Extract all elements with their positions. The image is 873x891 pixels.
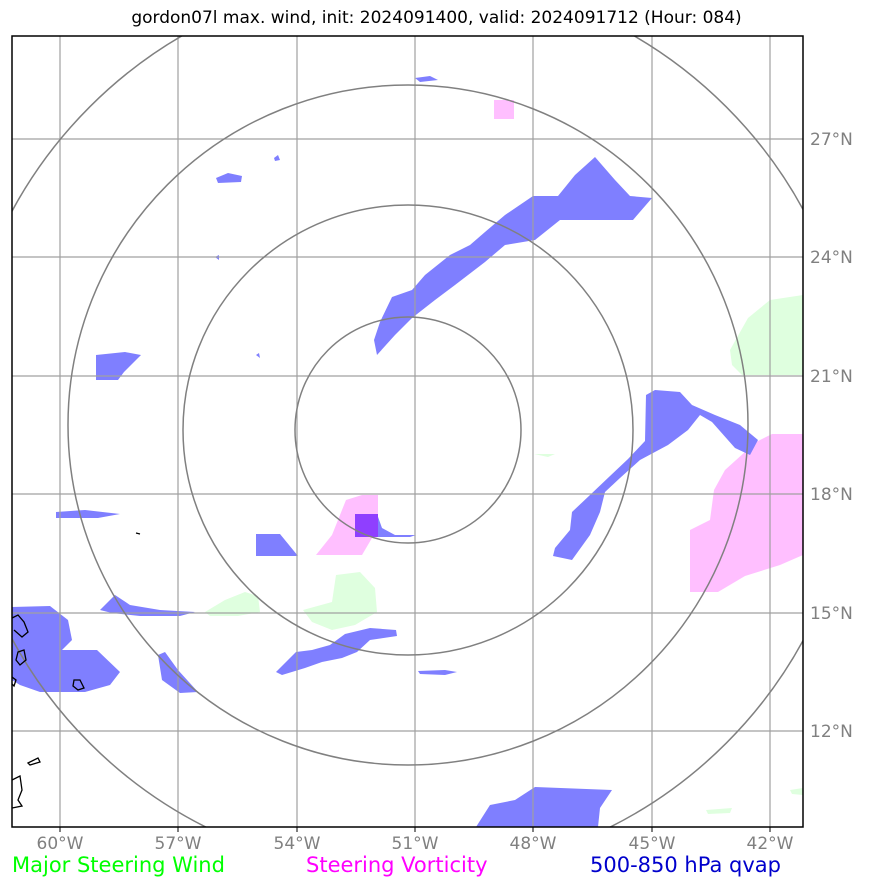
lon-tick-label: 48°W (510, 834, 557, 854)
qvap-area (276, 628, 397, 675)
lat-tick-label: 27°N (810, 130, 853, 150)
lon-tick-label: 60°W (37, 834, 84, 854)
coastlines (12, 532, 141, 809)
island-outline (26, 757, 41, 766)
qvap-area (12, 606, 120, 692)
lat-tick-label: 15°N (810, 604, 853, 624)
steering-vorticity-areas (316, 100, 803, 592)
lon-tick-label: 54°W (274, 834, 321, 854)
qvap-area (96, 352, 141, 380)
qvap-area (374, 157, 652, 355)
wind-area (303, 572, 377, 630)
wind-area (534, 454, 555, 457)
lon-tick-label: 45°W (629, 834, 676, 854)
island-outline (12, 676, 17, 688)
lon-tick-label: 42°W (747, 834, 794, 854)
qvap-area (216, 173, 242, 183)
map-title: gordon07l max. wind, init: 2024091400, v… (131, 8, 742, 28)
range-rings (12, 36, 803, 827)
qvap-area (418, 670, 457, 675)
qvap-area (256, 534, 298, 556)
island-outline (12, 775, 24, 809)
gridlines (12, 36, 803, 827)
plot-frame (11, 35, 804, 828)
qvap-area (553, 390, 758, 560)
latitude-labels: 27°N 24°N 21°N 18°N 15°N 12°N (810, 130, 853, 742)
legend-steering-wind: Major Steering Wind (12, 853, 225, 877)
qvap-area (415, 76, 438, 82)
vorticity-qvap-overlap (355, 514, 378, 537)
qvap-area (476, 787, 612, 827)
range-ring (294, 316, 522, 544)
lat-tick-label: 18°N (810, 485, 853, 505)
lat-tick-label: 12°N (810, 722, 853, 742)
island-outline (15, 649, 27, 666)
steering-wind-areas (205, 295, 803, 814)
wind-area (205, 592, 260, 616)
wind-area (790, 788, 803, 795)
wind-area (706, 808, 732, 814)
lon-tick-label: 57°W (155, 834, 202, 854)
range-ring (67, 84, 749, 766)
lat-tick-label: 24°N (810, 248, 853, 268)
qvap-area (274, 155, 280, 161)
lat-tick-label: 21°N (810, 367, 853, 387)
longitude-labels: 60°W 57°W 54°W 51°W 48°W 45°W 42°W (37, 834, 794, 854)
tick-marks (59, 827, 771, 832)
qvap-area (256, 353, 260, 358)
island-outline (12, 614, 29, 638)
legend-steering-vorticity: Steering Vorticity (306, 853, 488, 877)
wind-area (730, 295, 803, 375)
island-outline (135, 532, 141, 535)
vorticity-area (690, 434, 803, 592)
vorticity-area (494, 100, 514, 119)
qvap-areas (12, 76, 758, 827)
legend-qvap: 500-850 hPa qvap (590, 853, 781, 877)
map-plot-area (12, 36, 803, 827)
lon-tick-label: 51°W (392, 834, 439, 854)
qvap-area (56, 510, 120, 518)
range-ring (182, 204, 634, 656)
island-outline (72, 679, 85, 691)
